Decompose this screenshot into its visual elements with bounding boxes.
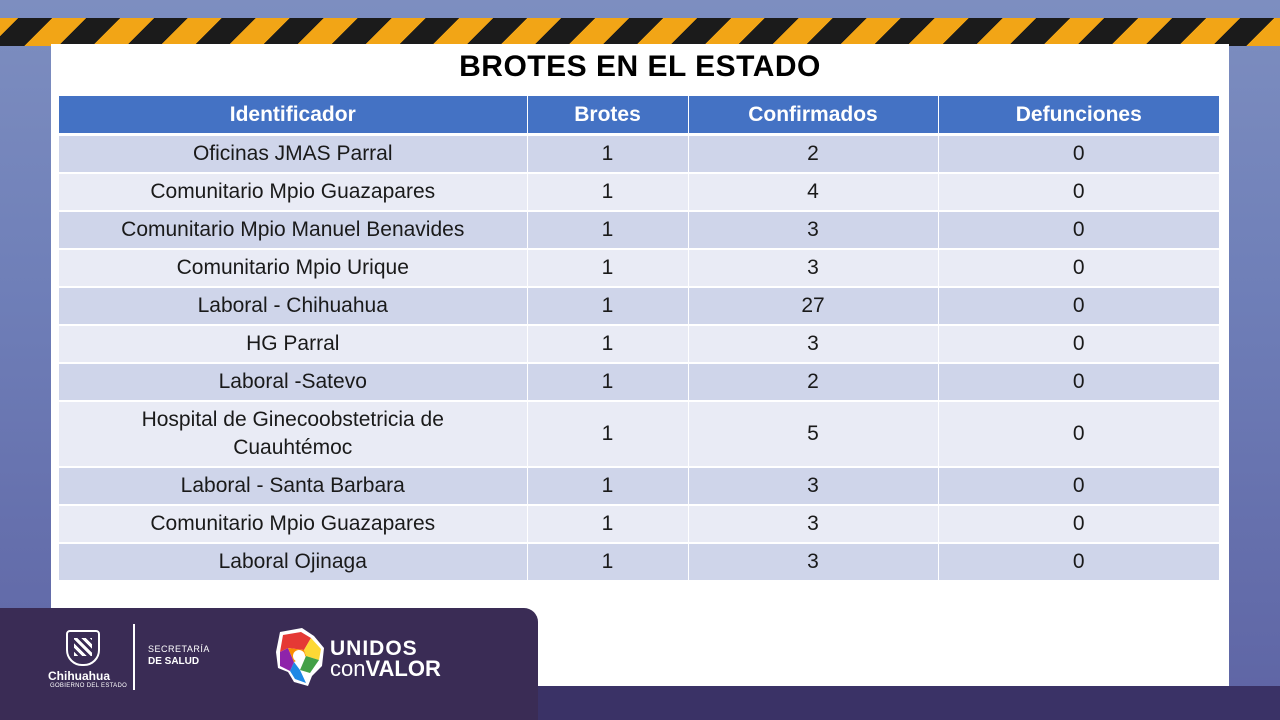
table-body: Oficinas JMAS Parral 1 2 0 Comunitario Mpio … bbox=[59, 134, 1219, 582]
cell-confirmados: 3 bbox=[688, 325, 939, 364]
table-row: HG Parral 1 3 0 bbox=[59, 325, 1219, 364]
outbreaks-table: Identificador Brotes Confirmados Defunci… bbox=[59, 96, 1219, 582]
cell-defunciones: 0 bbox=[938, 173, 1219, 212]
cell-identificador: Comunitario Mpio Guazapares bbox=[59, 173, 528, 212]
hazard-stripe-banner bbox=[0, 18, 1280, 46]
cell-defunciones: 0 bbox=[938, 543, 1219, 582]
brand-name: Chihuahua bbox=[48, 669, 110, 683]
cell-brotes: 1 bbox=[527, 401, 689, 468]
cell-defunciones: 0 bbox=[938, 401, 1219, 468]
cell-defunciones: 0 bbox=[938, 211, 1219, 250]
cell-confirmados: 3 bbox=[688, 211, 939, 250]
cell-identificador: HG Parral bbox=[59, 325, 528, 364]
cell-confirmados: 3 bbox=[688, 543, 939, 582]
cell-brotes: 1 bbox=[527, 363, 689, 402]
cell-confirmados: 5 bbox=[688, 401, 939, 468]
table-row: Laboral -Satevo 1 2 0 bbox=[59, 363, 1219, 402]
cell-confirmados: 2 bbox=[688, 134, 939, 174]
table-row: Laboral - Chihuahua 1 27 0 bbox=[59, 287, 1219, 326]
column-header-defunciones: Defunciones bbox=[938, 96, 1219, 136]
cell-defunciones: 0 bbox=[938, 325, 1219, 364]
slogan-unidos: UNIDOS bbox=[330, 637, 418, 660]
cell-defunciones: 0 bbox=[938, 363, 1219, 402]
cell-identificador: Hospital de Ginecoobstetricia de Cuauhté… bbox=[59, 401, 528, 468]
cell-defunciones: 0 bbox=[938, 287, 1219, 326]
cell-brotes: 1 bbox=[527, 467, 689, 506]
cell-identificador: Oficinas JMAS Parral bbox=[59, 134, 528, 174]
cell-identificador: Comunitario Mpio Urique bbox=[59, 249, 528, 288]
footer-divider bbox=[133, 624, 135, 690]
cell-identificador: Comunitario Mpio Manuel Benavides bbox=[59, 211, 528, 250]
table-row: Comunitario Mpio Guazapares 1 3 0 bbox=[59, 505, 1219, 544]
cell-identificador: Laboral - Santa Barbara bbox=[59, 467, 528, 506]
page-title: BROTES EN EL ESTADO bbox=[459, 50, 821, 83]
cell-defunciones: 0 bbox=[938, 505, 1219, 544]
table-row: Laboral Ojinaga 1 3 0 bbox=[59, 543, 1219, 582]
cell-brotes: 1 bbox=[527, 543, 689, 582]
cell-brotes: 1 bbox=[527, 134, 689, 174]
cell-brotes: 1 bbox=[527, 249, 689, 288]
table-row: Hospital de Ginecoobstetricia de Cuauhté… bbox=[59, 401, 1219, 468]
slogan-valor: VALOR bbox=[365, 656, 441, 681]
cell-identificador: Laboral - Chihuahua bbox=[59, 287, 528, 326]
cell-defunciones: 0 bbox=[938, 134, 1219, 174]
cell-confirmados: 3 bbox=[688, 467, 939, 506]
cell-confirmados: 3 bbox=[688, 249, 939, 288]
cell-defunciones: 0 bbox=[938, 249, 1219, 288]
table-row: Laboral - Santa Barbara 1 3 0 bbox=[59, 467, 1219, 506]
secretaria-name: DE SALUD bbox=[148, 656, 200, 667]
cell-confirmados: 3 bbox=[688, 505, 939, 544]
table-row: Oficinas JMAS Parral 1 2 0 bbox=[59, 134, 1219, 174]
slogan-con: con bbox=[330, 656, 366, 681]
cell-brotes: 1 bbox=[527, 325, 689, 364]
table-row: Comunitario Mpio Urique 1 3 0 bbox=[59, 249, 1219, 288]
table-row: Comunitario Mpio Guazapares 1 4 0 bbox=[59, 173, 1219, 212]
cell-defunciones: 0 bbox=[938, 467, 1219, 506]
cell-brotes: 1 bbox=[527, 211, 689, 250]
cell-brotes: 1 bbox=[527, 173, 689, 212]
cell-identificador: Comunitario Mpio Guazapares bbox=[59, 505, 528, 544]
chihuahua-map-icon bbox=[276, 628, 324, 686]
state-shield-icon bbox=[66, 630, 100, 666]
brand-subtitle: GOBIERNO DEL ESTADO bbox=[50, 683, 128, 689]
slogan-con-valor: conVALOR bbox=[330, 656, 441, 682]
cell-brotes: 1 bbox=[527, 287, 689, 326]
column-header-confirmados: Confirmados bbox=[688, 96, 939, 136]
table-header-row: Identificador Brotes Confirmados Defunci… bbox=[59, 96, 1219, 136]
column-header-brotes: Brotes bbox=[527, 96, 689, 136]
cell-confirmados: 4 bbox=[688, 173, 939, 212]
column-header-identificador: Identificador bbox=[59, 96, 528, 136]
cell-identificador: Laboral Ojinaga bbox=[59, 543, 528, 582]
cell-brotes: 1 bbox=[527, 505, 689, 544]
cell-confirmados: 2 bbox=[688, 363, 939, 402]
secretaria-label: SECRETARÍA bbox=[148, 644, 210, 654]
cell-confirmados: 27 bbox=[688, 287, 939, 326]
cell-identificador: Laboral -Satevo bbox=[59, 363, 528, 402]
table-row: Comunitario Mpio Manuel Benavides 1 3 0 bbox=[59, 211, 1219, 250]
